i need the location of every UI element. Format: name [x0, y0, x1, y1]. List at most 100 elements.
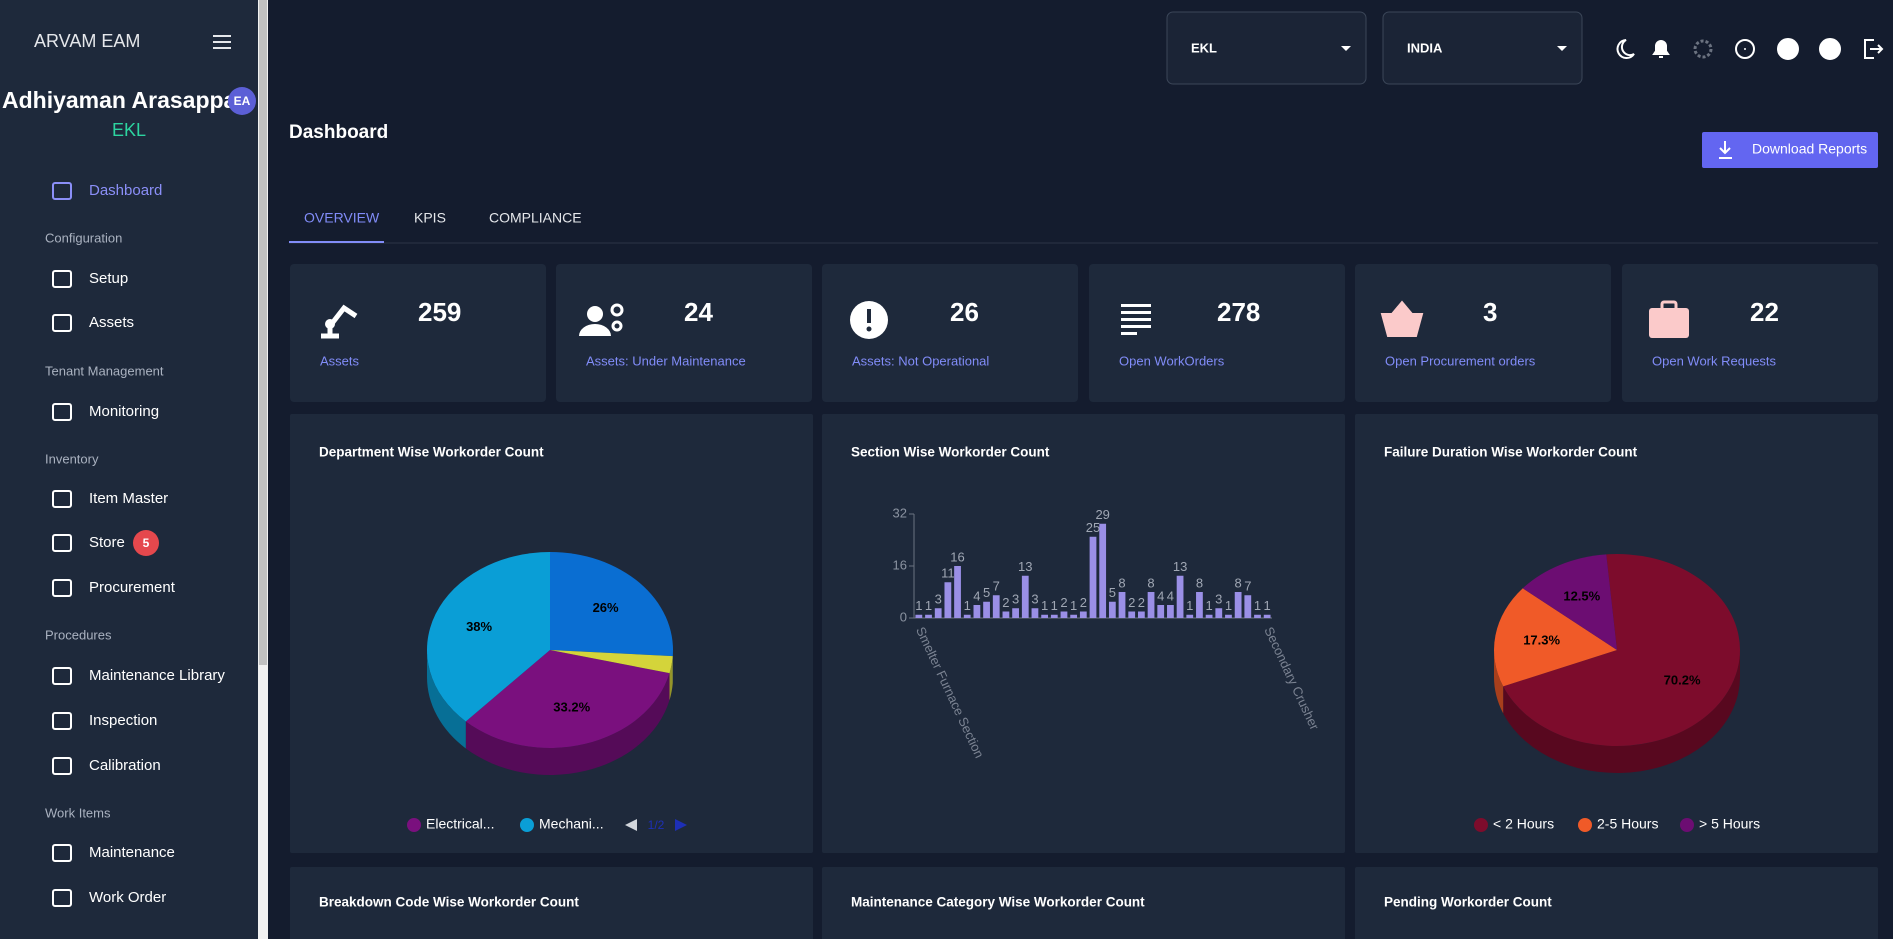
bell-icon[interactable] [1652, 40, 1670, 58]
nav-item[interactable]: Inspection [89, 712, 157, 729]
legend-pager: 1/2 [648, 818, 665, 832]
nav-item[interactable]: Setup [89, 270, 128, 287]
info-icon[interactable] [1819, 38, 1841, 60]
legend-swatch[interactable] [520, 818, 534, 832]
pie-slice-side [669, 656, 673, 701]
user-org: EKL [112, 120, 146, 140]
bar-value-label: 8 [1235, 575, 1242, 590]
kpi-value: 3 [1483, 297, 1497, 327]
bar [1070, 614, 1078, 618]
chart-title: Breakdown Code Wise Workorder Count [319, 895, 579, 910]
bar [925, 614, 932, 618]
kpi-icon [325, 319, 335, 329]
theme-icon[interactable] [1616, 39, 1635, 59]
chart-title: Pending Workorder Count [1384, 895, 1552, 910]
bar-value-label: 1 [925, 598, 932, 613]
help-icon[interactable] [1735, 39, 1755, 59]
nav-icon [52, 579, 72, 597]
tab[interactable]: COMPLIANCE [489, 210, 582, 226]
tab[interactable]: KPIS [414, 210, 446, 226]
bar [1012, 608, 1019, 618]
kpi-icon [867, 309, 871, 323]
legend-next[interactable] [675, 819, 687, 831]
nav-icon [52, 889, 72, 907]
kpi-icon [1660, 300, 1678, 312]
download-button[interactable] [1702, 132, 1878, 168]
bar [1244, 595, 1252, 618]
kpi-card[interactable] [556, 264, 812, 402]
chart-title: Failure Duration Wise Workorder Count [1384, 445, 1638, 460]
legend-prev[interactable] [625, 819, 637, 831]
bar [1196, 592, 1203, 618]
legend-label[interactable]: Electrical... [426, 816, 494, 832]
nav: Dashboard Configuration Setup Assets Tenant … [45, 182, 225, 907]
kpi-icon [610, 303, 624, 317]
kpi-icon [1649, 308, 1689, 338]
bar [1186, 614, 1194, 618]
nav-item[interactable]: Procurement [89, 579, 176, 596]
nav-item[interactable]: Work Order [89, 889, 166, 906]
kpi-card[interactable] [1355, 264, 1611, 402]
kpi-card[interactable] [1089, 264, 1345, 402]
kpi-icon [587, 306, 603, 322]
bar-value-label: 13 [1173, 559, 1187, 574]
kpi-value: 259 [418, 297, 461, 327]
bar-value-label: 1 [1051, 598, 1058, 613]
pie-label: 38% [466, 619, 492, 634]
kpi-card[interactable] [822, 264, 1078, 402]
nav-icon [52, 757, 72, 775]
legend-label[interactable]: > 5 Hours [1699, 816, 1760, 832]
bar [1041, 614, 1049, 618]
settings-icon[interactable] [1693, 39, 1713, 59]
scrollbar-thumb[interactable] [259, 0, 267, 665]
account-icon[interactable] [1777, 38, 1799, 60]
logout-icon[interactable] [1864, 39, 1884, 59]
bar [1147, 592, 1155, 618]
bar [1225, 614, 1232, 618]
select-box[interactable] [1166, 11, 1367, 85]
bar-value-label: 1 [1225, 598, 1232, 613]
chart-title: Maintenance Category Wise Workorder Coun… [851, 895, 1145, 910]
kpi-icon [611, 320, 623, 332]
menu-toggle[interactable] [213, 35, 231, 49]
bar-value-label: 3 [935, 592, 942, 607]
legend-swatch[interactable] [1578, 818, 1592, 832]
kpi-icon [1380, 300, 1424, 337]
nav-icon [52, 403, 72, 421]
legend-label[interactable]: < 2 Hours [1493, 816, 1554, 832]
nav-item[interactable]: Calibration [89, 757, 161, 774]
bar [934, 608, 942, 618]
nav-item[interactable]: Store [89, 534, 125, 551]
bar [954, 566, 961, 618]
nav-item[interactable]: Assets [89, 314, 134, 331]
legend-swatch[interactable] [1680, 818, 1694, 832]
legend-swatch[interactable] [1474, 818, 1488, 832]
bar-value-label: 2 [1138, 595, 1145, 610]
download-label: Download Reports [1752, 141, 1867, 157]
avatar[interactable] [228, 87, 256, 115]
top-selects: EKL INDIA [1166, 11, 1583, 85]
nav-item[interactable]: Maintenance [89, 844, 175, 861]
bar-value-label: 1 [915, 598, 922, 613]
kpi-cards: 259 Assets 24 Assets: Under Maintenance 26 As… [290, 264, 1878, 402]
legend-label[interactable]: Mechani... [539, 816, 604, 832]
nav-heading: Work Items [45, 805, 111, 820]
kpi-card[interactable] [1622, 264, 1878, 402]
legend-swatch[interactable] [407, 818, 421, 832]
bar [1263, 614, 1271, 618]
pie-slice-side [427, 650, 466, 749]
kpi-card[interactable] [290, 264, 546, 402]
nav-item[interactable]: Dashboard [89, 182, 162, 199]
bar-value-label: 16 [950, 549, 964, 564]
legend-label[interactable]: 2-5 Hours [1597, 816, 1658, 832]
tabs: OVERVIEW KPIS COMPLIANCE [289, 210, 582, 243]
nav-item[interactable]: Maintenance Library [89, 667, 225, 684]
tab[interactable]: OVERVIEW [304, 210, 380, 226]
select-box[interactable] [1382, 11, 1583, 85]
nav-item[interactable]: Item Master [89, 490, 168, 507]
nav-item[interactable]: Monitoring [89, 403, 159, 420]
nav-icon [52, 182, 72, 200]
pie-slice-side [465, 673, 670, 775]
bar [1176, 575, 1184, 618]
bar [1060, 611, 1068, 618]
